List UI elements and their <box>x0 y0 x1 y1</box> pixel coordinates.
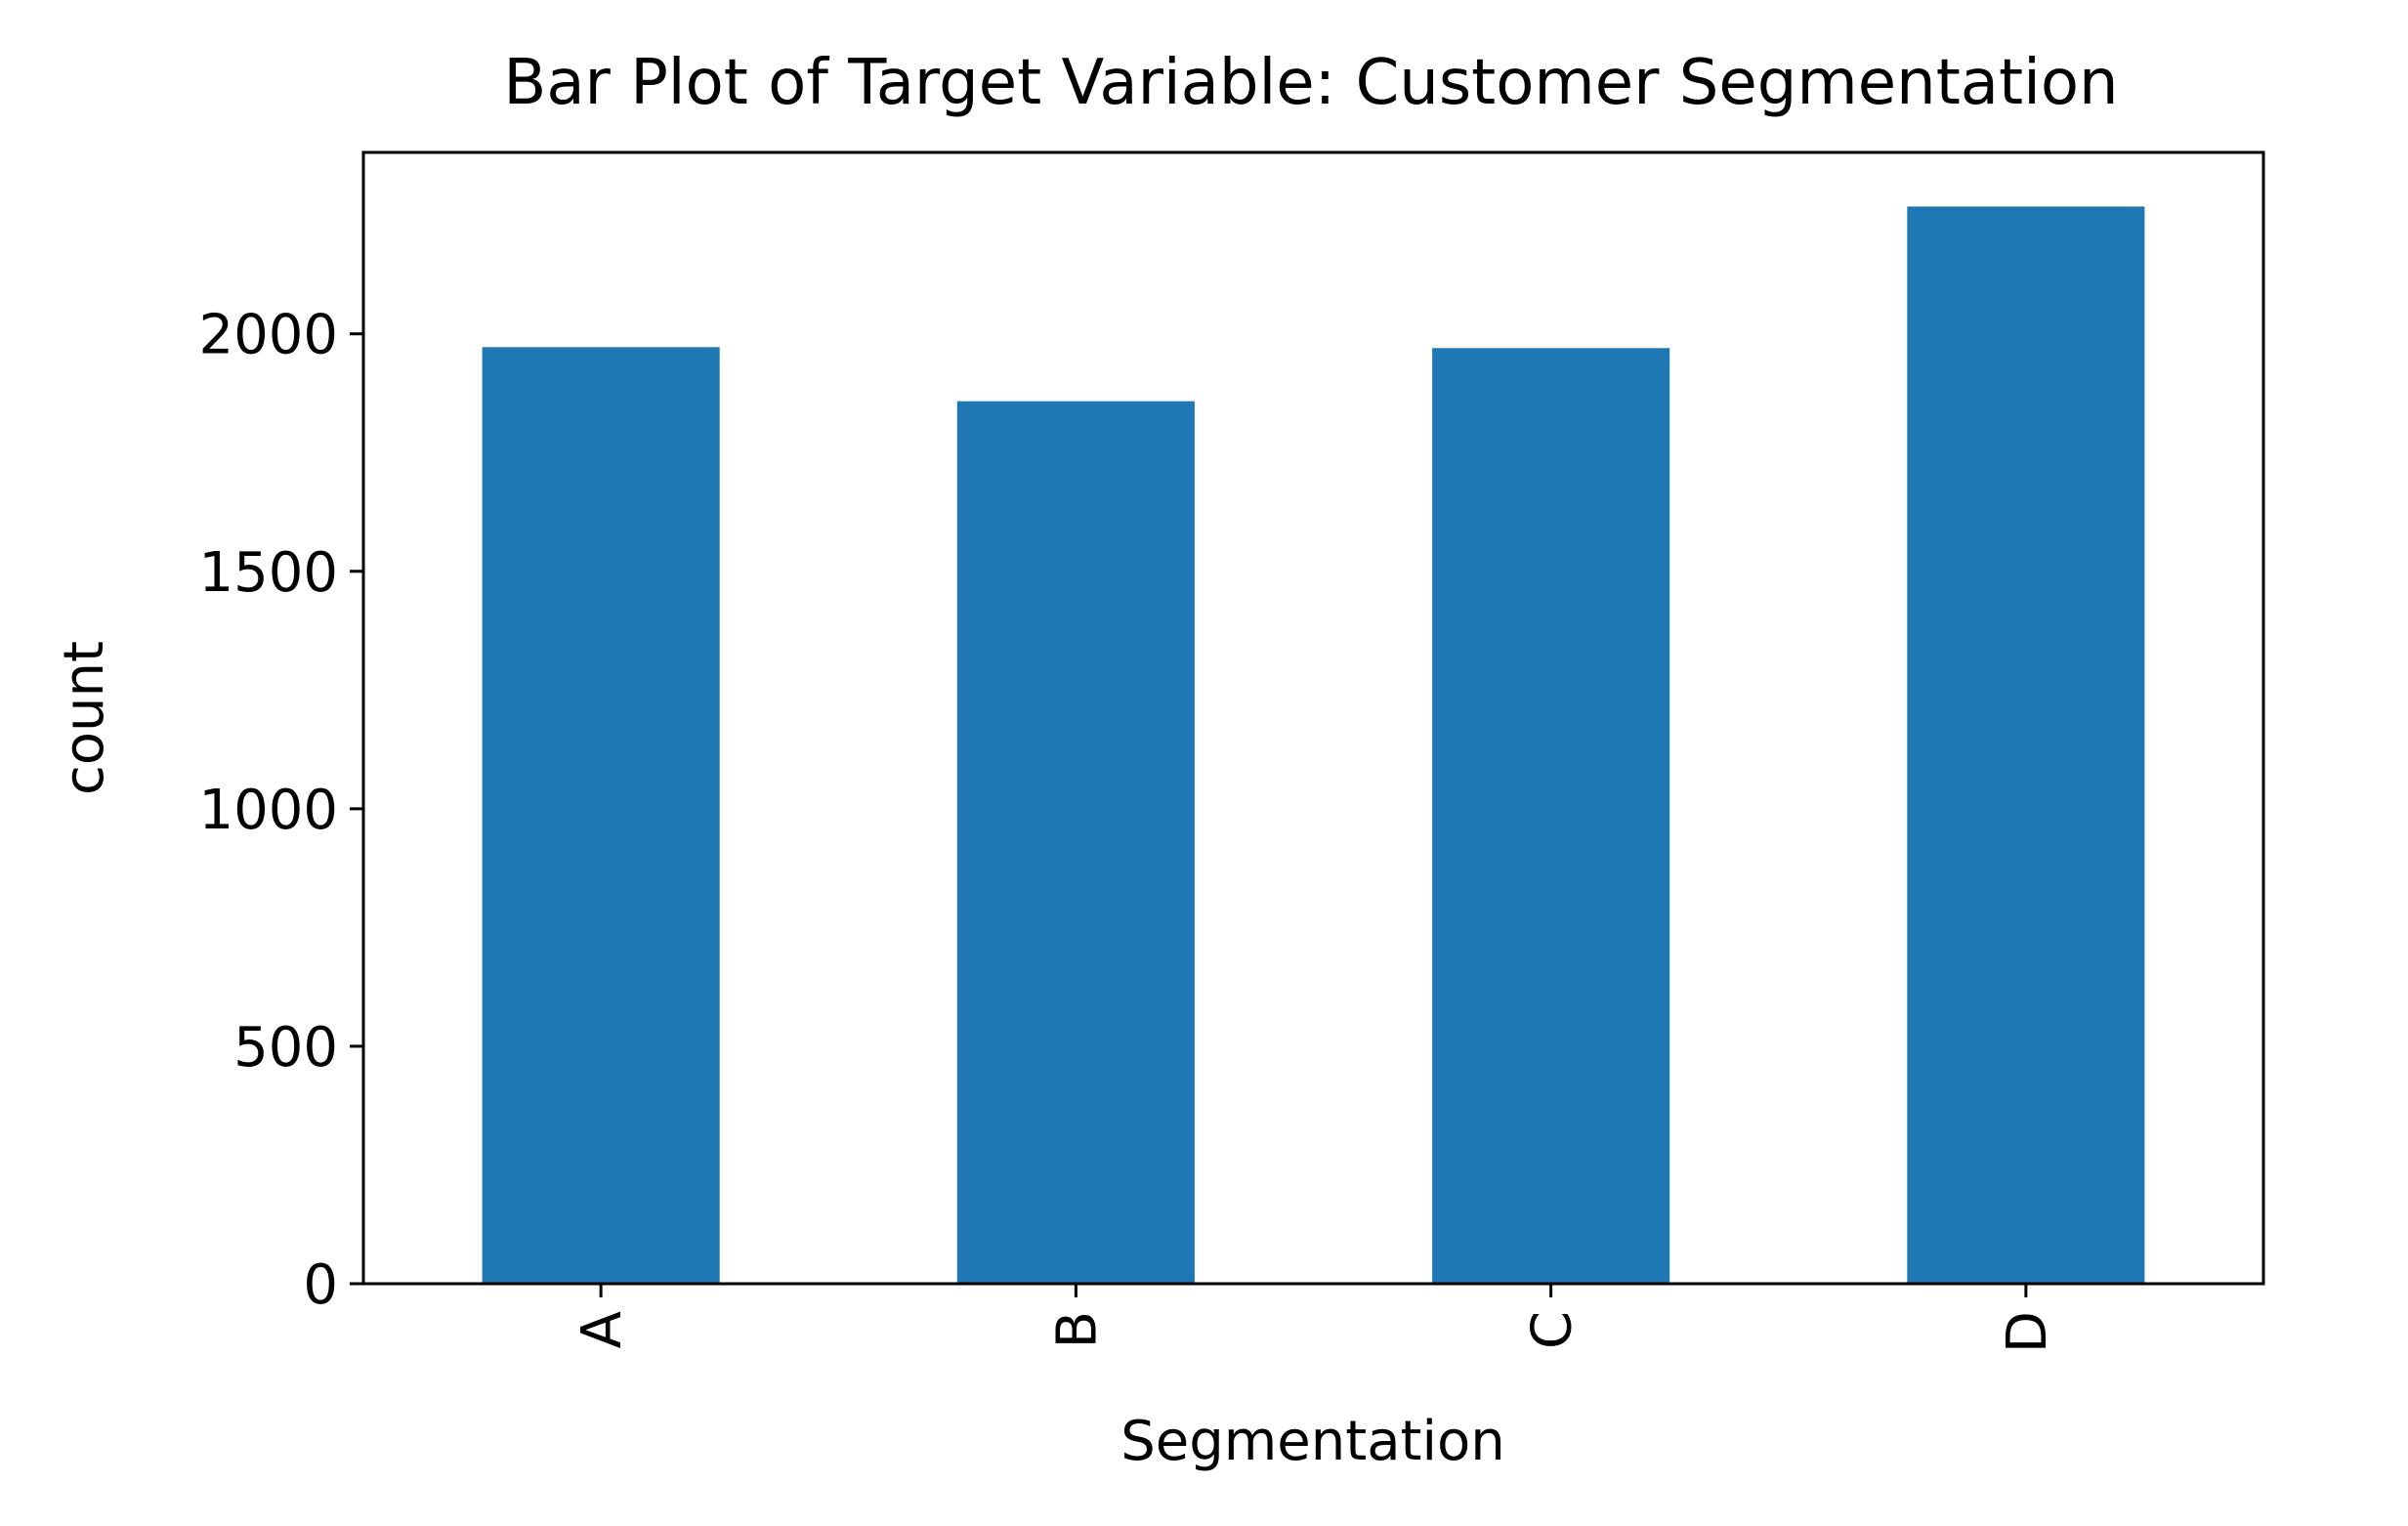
x-tick-label-d: D <box>1996 1311 2059 1353</box>
y-axis-label: count <box>53 641 116 795</box>
y-tick-label-2000: 2000 <box>198 304 338 367</box>
bars-layer <box>482 206 2145 1284</box>
x-tick-label-c: C <box>1521 1311 1584 1349</box>
y-tick-label-1500: 1500 <box>198 541 338 605</box>
bar-c <box>1432 348 1670 1284</box>
plot-area-frame <box>361 150 2265 1286</box>
x-axis-ticks: A B C D <box>570 1284 2059 1353</box>
x-tick-label-b: B <box>1045 1311 1109 1348</box>
chart-title: Bar Plot of Target Variable: Customer Se… <box>503 47 2118 119</box>
y-axis-ticks: 0 500 1000 1500 2000 <box>198 304 363 1317</box>
bar-b <box>956 401 1195 1284</box>
y-tick-label-500: 500 <box>233 1016 338 1080</box>
bar-d <box>1907 206 2145 1284</box>
bar-a <box>482 347 720 1284</box>
x-tick-label-a: A <box>570 1311 634 1348</box>
y-tick-label-1000: 1000 <box>198 779 338 842</box>
x-axis-label: Segmentation <box>1120 1410 1505 1473</box>
y-tick-label-0: 0 <box>303 1253 338 1317</box>
